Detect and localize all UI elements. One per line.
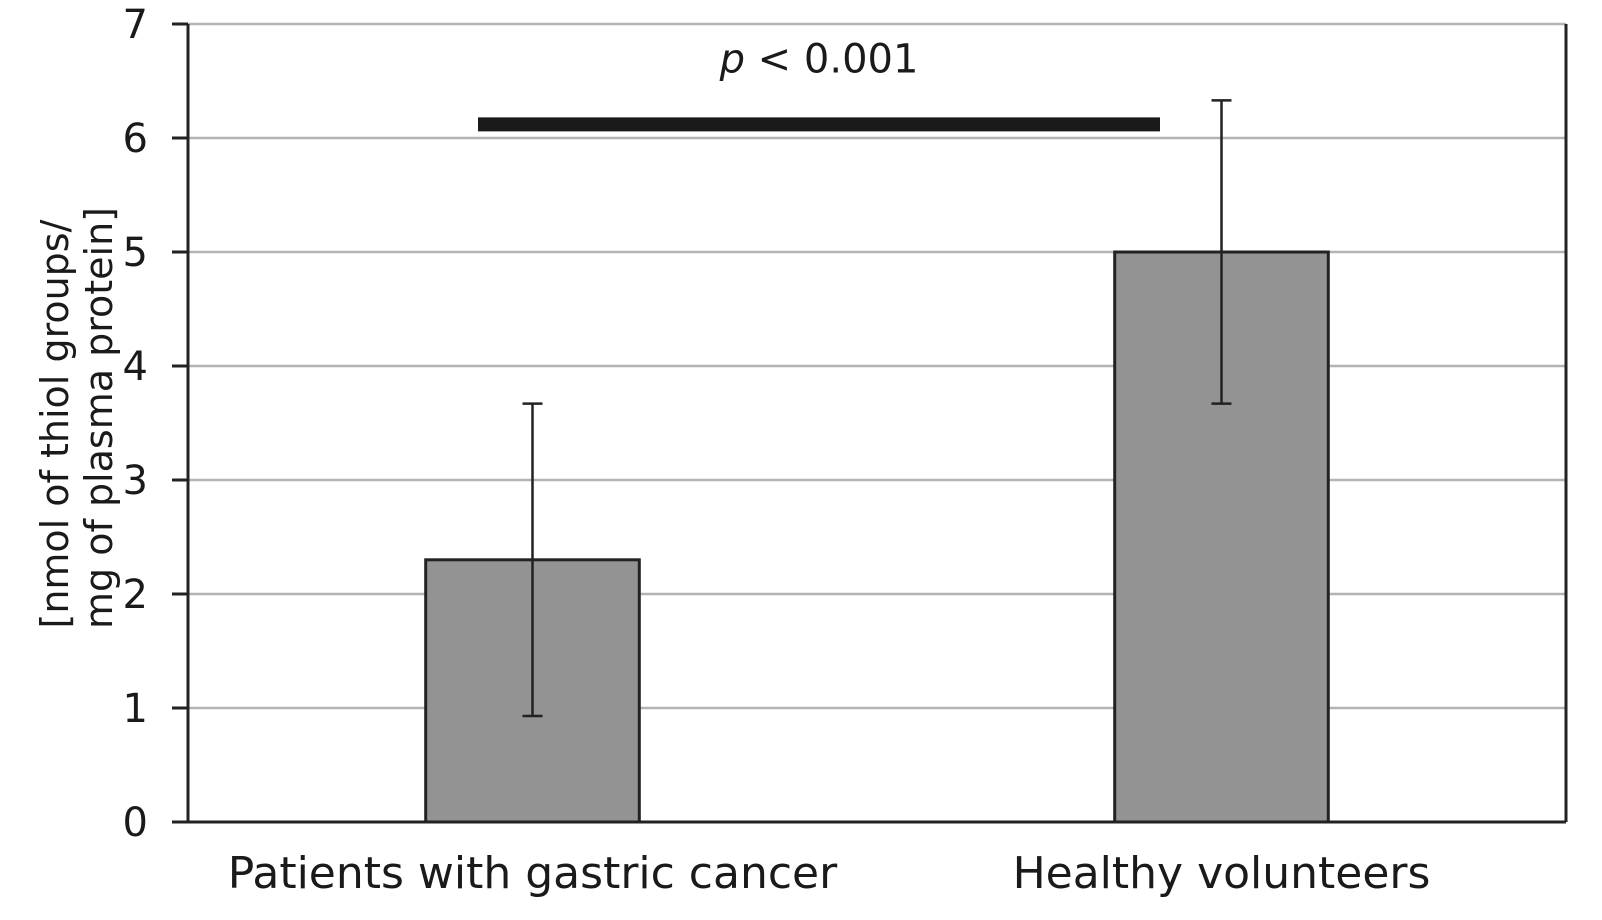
- y-axis-label-line-1: [nmol of thiol groups/: [33, 219, 77, 628]
- y-tick-label: 5: [123, 230, 148, 276]
- p-symbol: p: [719, 36, 745, 82]
- y-axis-label-line-2: mg of plasma protein]: [77, 207, 121, 629]
- y-tick-labels: 0 1 2 3 4 5 6 7: [123, 2, 148, 846]
- y-tick-label: 7: [123, 2, 148, 48]
- bars: [424, 250, 1330, 824]
- y-tick-label: 3: [123, 458, 148, 504]
- y-axis-label: [nmol of thiol groups/ mg of plasma prot…: [33, 207, 121, 629]
- gridlines: [188, 22, 1566, 710]
- x-category-label: Patients with gastric cancer: [228, 848, 838, 899]
- y-tick-label: 6: [123, 116, 148, 162]
- error-bars: [522, 99, 1232, 718]
- x-category-labels: Patients with gastric cancer Healthy volu…: [228, 848, 1431, 899]
- x-category-label: Healthy volunteers: [1013, 848, 1431, 899]
- y-tick-label: 0: [123, 800, 148, 846]
- axes: [172, 22, 1568, 824]
- p-value-label: p < 0.001: [719, 36, 919, 82]
- p-value-text: < 0.001: [745, 36, 918, 82]
- significance-annotation: p < 0.001: [478, 36, 1160, 132]
- y-tick-label: 1: [123, 686, 148, 732]
- y-tick-label: 4: [123, 344, 148, 390]
- y-tick-label: 2: [123, 572, 148, 618]
